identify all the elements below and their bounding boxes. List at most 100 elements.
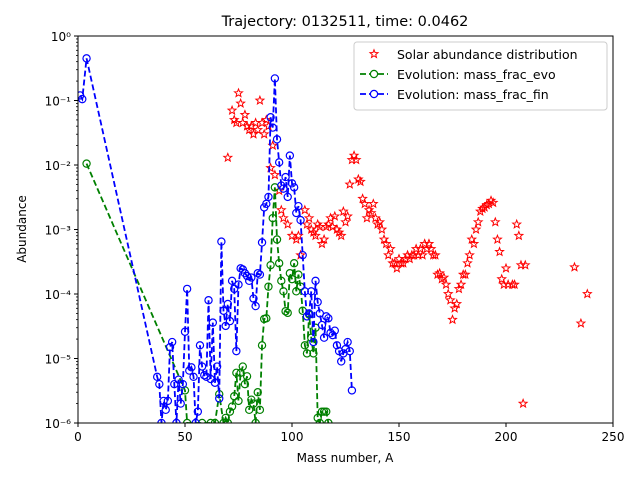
data-point-star <box>496 273 508 284</box>
data-point-star <box>417 249 428 260</box>
data-point-circle <box>170 379 179 389</box>
y-tick-label: 10⁻³ <box>45 224 72 238</box>
data-point-star <box>425 243 437 254</box>
data-point-circle <box>187 363 196 372</box>
data-point-circle <box>225 316 235 326</box>
data-point-circle <box>287 179 297 188</box>
y-tick-label: 10⁰ <box>51 30 71 44</box>
data-point-star <box>447 314 458 325</box>
data-point-circle <box>202 372 211 382</box>
data-point-circle <box>298 250 307 260</box>
data-point-star <box>430 249 441 260</box>
data-point-circle <box>285 269 295 278</box>
data-point-star <box>378 233 390 245</box>
data-point-star <box>301 218 313 229</box>
data-point-star <box>338 205 349 217</box>
data-point-circle <box>210 378 220 388</box>
data-point-star <box>372 218 383 229</box>
data-point-circle <box>285 151 295 160</box>
data-point-circle <box>281 172 290 182</box>
data-point-circle <box>309 349 318 358</box>
data-point-circle <box>319 333 329 342</box>
data-point-circle <box>159 396 168 406</box>
data-point-circle <box>347 386 357 395</box>
data-point-star <box>370 212 381 223</box>
data-point-circle <box>227 276 237 286</box>
data-point-star <box>487 197 499 208</box>
data-point-star <box>335 230 347 241</box>
data-point-star <box>361 212 373 223</box>
data-point-star <box>342 210 353 221</box>
data-point-circle <box>262 314 271 323</box>
data-point-star <box>380 238 392 249</box>
data-point-star <box>350 154 362 165</box>
data-point-star <box>374 216 386 227</box>
data-point-circle <box>244 405 254 415</box>
legend-label: Evolution: mass_frac_evo <box>397 67 556 82</box>
data-point-circle <box>155 379 164 389</box>
data-point-circle <box>167 337 177 347</box>
data-point-star <box>449 302 460 313</box>
data-point-circle <box>307 333 316 342</box>
data-point-circle <box>270 74 280 83</box>
x-tick-label: 0 <box>74 430 82 444</box>
data-point-circle <box>234 280 243 289</box>
data-point-circle <box>221 321 230 331</box>
legend: Solar abundance distribution Evolution: m… <box>353 41 608 111</box>
data-point-star <box>318 233 330 245</box>
data-point-circle <box>253 388 262 397</box>
data-point-circle <box>78 94 87 104</box>
data-point-circle <box>268 213 277 223</box>
data-point-star <box>258 128 270 139</box>
data-point-circle <box>212 362 222 371</box>
data-point-star <box>357 193 368 204</box>
data-point-circle <box>304 309 314 318</box>
y-tick-label: 10⁻² <box>45 159 72 173</box>
data-point-circle <box>300 341 310 350</box>
data-point-star <box>517 397 529 409</box>
data-point-star <box>440 278 452 290</box>
data-point-circle <box>240 379 250 389</box>
data-point-star <box>261 114 272 125</box>
data-point-circle <box>234 396 243 406</box>
data-point-circle <box>268 123 277 132</box>
data-point-star <box>254 94 266 106</box>
data-point-circle <box>300 287 310 296</box>
data-point-star <box>340 216 351 227</box>
data-point-star <box>348 149 360 161</box>
data-point-star <box>438 271 450 283</box>
data-point-circle <box>180 327 190 336</box>
data-point-circle <box>161 405 170 415</box>
data-point-star <box>359 198 371 209</box>
data-point-circle <box>178 379 188 389</box>
data-point-star <box>295 249 306 260</box>
x-tick-label: 250 <box>602 430 625 444</box>
data-point-circle <box>225 407 235 416</box>
data-point-star <box>582 288 593 299</box>
data-point-circle <box>266 260 275 270</box>
data-point-circle <box>294 270 303 279</box>
data-point-circle <box>82 159 91 168</box>
data-point-circle <box>307 287 316 296</box>
data-point-circle <box>163 396 173 406</box>
data-point-circle <box>221 413 230 423</box>
data-point-star <box>246 120 257 131</box>
data-point-circle <box>311 276 320 286</box>
data-point-star <box>275 204 287 215</box>
data-point-star <box>513 230 525 241</box>
data-point-star <box>323 218 334 229</box>
data-point-star <box>500 262 512 273</box>
data-point-star <box>344 178 356 189</box>
data-point-circle <box>232 368 241 378</box>
data-point-star <box>256 117 268 128</box>
data-point-star <box>353 173 364 184</box>
data-point-circle <box>266 113 275 122</box>
data-point-circle <box>272 135 282 144</box>
data-point-star <box>365 207 377 218</box>
data-point-circle <box>264 192 273 202</box>
data-point-star <box>252 124 264 135</box>
data-point-circle <box>232 346 241 356</box>
data-point-star <box>442 288 454 299</box>
data-point-star <box>233 87 244 98</box>
